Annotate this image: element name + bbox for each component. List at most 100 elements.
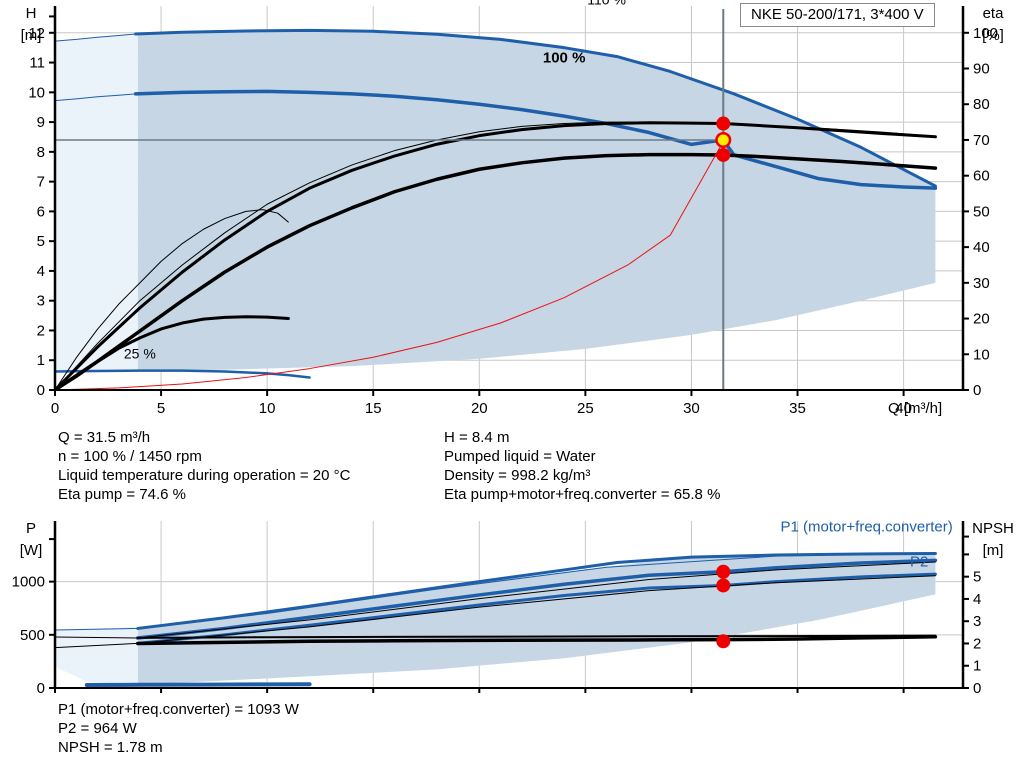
y-axis-tick-label: 12 (28, 25, 45, 42)
y-axis-tick-label: 1000 (12, 574, 45, 591)
power-envelope-light (55, 626, 138, 685)
x-axis-tick-label: 40 (895, 400, 912, 417)
y-axis-tick-label: 9 (37, 114, 45, 131)
P2 100 % (136, 572, 937, 645)
y2-axis-tick-label: 0 (973, 382, 981, 399)
x-axis-tick-label: 30 (683, 400, 700, 417)
chart-annotation: P1 (motor+freq.converter) (781, 519, 953, 536)
y-axis-tick-label: 4 (37, 263, 45, 280)
y-axis-tick-label: 1 (37, 352, 45, 369)
y-axis-title: P (26, 520, 36, 537)
y2-axis-tick-label: 80 (973, 96, 990, 113)
duty-point-head (717, 134, 729, 146)
x-axis-tick-label: 20 (471, 400, 488, 417)
x-axis-tick-label: 5 (157, 400, 165, 417)
y2-axis-tick-label: 30 (973, 275, 990, 292)
y-axis-tick-label: 10 (28, 84, 45, 101)
y2-axis-tick-label: 100 (973, 25, 998, 42)
Head 25 % (55, 369, 311, 379)
chart-annotation: 110 % (587, 0, 626, 8)
info-lower-left-column: P1 (motor+freq.converter) = 1093 W P2 = … (58, 700, 299, 757)
y-axis-title: H (26, 5, 37, 22)
info-line-p1: P1 (motor+freq.converter) = 1093 W (58, 701, 299, 718)
y2-axis-tick-label: 20 (973, 311, 990, 328)
Eta 25 % bold (55, 315, 290, 390)
y-axis-tick-label: 11 (29, 55, 45, 72)
NPSH curve (135, 635, 938, 646)
x-axis-title: Q [m³/h] (888, 400, 942, 417)
y2-axis-title: NPSH (972, 520, 1014, 537)
operating-envelope-light (55, 33, 138, 372)
Eta pump 100 % (55, 121, 937, 390)
NPSH red (55, 140, 724, 390)
y-axis-tick-label: 0 (37, 680, 45, 697)
NPSH thin upper (136, 634, 937, 639)
info-line-eta-total: Eta pump+motor+freq.converter = 65.8 % (444, 486, 721, 503)
Head 110 % thin extension (55, 33, 137, 42)
y2-axis-unit: [%] (982, 27, 1004, 44)
y2-axis-tick-label: 40 (973, 239, 990, 256)
Eta 25 % thin (55, 209, 289, 390)
head-efficiency-chart: 0 1 2 3 4 5 6 7 8 9 10 11 12 0 10 20 30 40 50 60 70 80 90 100 0 5… (21, 0, 1005, 417)
y2-axis-tick-label: 2 (973, 635, 981, 652)
info-line-temperature: Liquid temperature during operation = 20… (58, 467, 351, 484)
y-axis-tick-label: 2 (37, 322, 45, 339)
info-line-npsh: NPSH = 1.78 m (58, 739, 163, 756)
power-npsh-chart: 0 500 1000 0 1 2 3 4 5 P [W] NPSH [m] P1 (motor+freq.… (0, 515, 1024, 700)
Head 110 % (134, 28, 937, 188)
y-axis-unit: [m] (21, 27, 42, 44)
chart-annotation: 100 % (543, 50, 586, 67)
operating-envelope-main (137, 30, 936, 371)
y-axis-tick-label: 6 (37, 203, 45, 220)
info-line-eta-pump: Eta pump = 74.6 % (58, 486, 186, 503)
y-axis-tick-label: 5 (37, 233, 45, 250)
Head 100 % (133, 89, 938, 190)
duty-point-eta-total (716, 147, 731, 162)
y-axis-tick-label: 3 (37, 293, 45, 310)
P 25 % (84, 682, 312, 688)
y-axis-tick-label: 7 (37, 174, 45, 191)
y2-axis-tick-label: 0 (973, 680, 981, 697)
y2-axis-tick-label: 4 (973, 591, 981, 608)
y-axis-tick-label: 500 (20, 627, 45, 644)
duty-point-info-lower: P1 (motor+freq.converter) = 1093 W P2 = … (0, 700, 1024, 770)
duty-point-info-upper: Q = 31.5 m³/h n = 100 % / 1450 rpm Liqui… (0, 428, 1024, 510)
P1 thin upper (55, 552, 936, 631)
info-upper-right-column: H = 8.4 m Pumped liquid = Water Density … (444, 428, 720, 504)
P1 110 % (136, 551, 937, 630)
duty-point-p2 (716, 578, 731, 593)
y2-axis-title: eta (983, 5, 1005, 22)
duty-point-p1 (716, 564, 731, 579)
info-line-p2: P2 = 964 W (58, 720, 137, 737)
duty-point-eta-pump (716, 116, 731, 131)
y-axis-unit: [W] (20, 542, 43, 559)
info-line-speed: n = 100 % / 1450 rpm (58, 448, 202, 465)
info-upper-left-column: Q = 31.5 m³/h n = 100 % / 1450 rpm Liqui… (58, 428, 350, 504)
y2-axis-tick-label: 50 (973, 203, 990, 220)
info-line-density: Density = 998.2 kg/m³ (444, 467, 591, 484)
x-axis-tick-label: 35 (789, 400, 806, 417)
y2-axis-unit: [m] (983, 542, 1004, 559)
info-line-liquid: Pumped liquid = Water (444, 448, 596, 465)
Eta pump+motor+fc 100 % (55, 152, 938, 390)
P1 100 % (135, 558, 938, 640)
duty-point-npsh (716, 634, 731, 649)
info-line-h: H = 8.4 m (444, 429, 510, 446)
y2-axis-tick-label: 70 (973, 132, 990, 149)
y2-axis-tick-label: 10 (973, 346, 990, 363)
Head 100 % thin extension (55, 93, 137, 102)
y2-axis-tick-label: 1 (973, 658, 981, 675)
x-axis-tick-label: 0 (51, 400, 59, 417)
y2-axis-tick-label: 3 (973, 613, 981, 630)
power-npsh-svg: 0 500 1000 0 1 2 3 4 5 P [W] NPSH [m] P1 (motor+freq.… (12, 519, 1014, 697)
x-axis-tick-label: 25 (577, 400, 594, 417)
y2-axis-tick-label: 5 (973, 569, 981, 586)
y2-axis-tick-label: 60 (973, 168, 990, 185)
Eta 110 % thin (55, 121, 936, 390)
y-axis-tick-label: 0 (37, 382, 45, 399)
info-line-q: Q = 31.5 m³/h (58, 429, 151, 446)
x-axis-tick-label: 10 (259, 400, 276, 417)
pump-model-badge: NKE 50-200/171, 3*400 V (740, 3, 935, 27)
